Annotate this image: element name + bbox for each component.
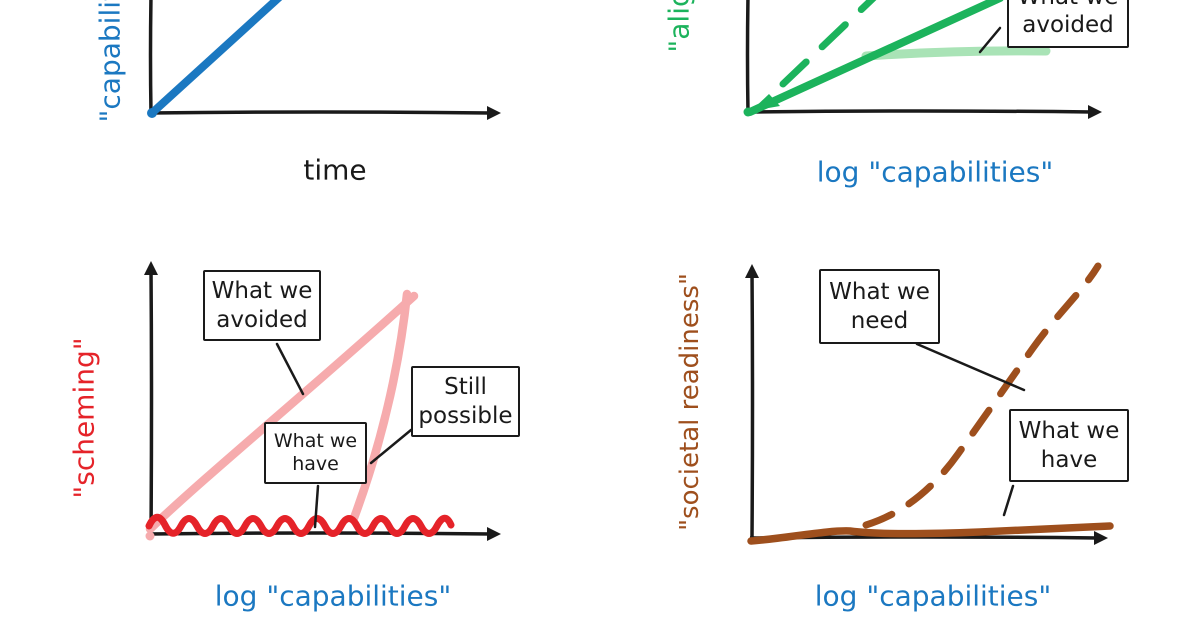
- tr-dashed-alignment-line: [779, 0, 877, 88]
- societal-readiness-plot: [745, 262, 1114, 545]
- tr-y-axis: [745, 0, 750, 114]
- tr-origin-dot: [743, 107, 753, 117]
- bl-y-axis-arrowhead-icon: [144, 261, 158, 275]
- annotation-line: have: [292, 453, 339, 475]
- annotation-line: avoided: [216, 306, 308, 333]
- br-y-axis: [750, 270, 755, 539]
- bl-x-axis: [148, 531, 492, 536]
- annotation-line: have: [1040, 446, 1098, 473]
- annotation-line: What we: [211, 278, 313, 305]
- tl-x-axis: [148, 110, 491, 115]
- bl-annotation-box-what-we-have: What we have: [264, 422, 367, 484]
- tl-y-axis: [148, 0, 153, 115]
- tr-avoided-callout-line: [978, 26, 1002, 54]
- bl-annotation-box-what-we-avoided: What we avoided: [203, 270, 321, 341]
- bl-y-axis-label: "scheming": [67, 337, 101, 499]
- tl-x-axis-arrowhead-icon: [487, 106, 501, 120]
- capabilities-vs-time-plot: [147, 0, 501, 120]
- tr-x-axis-arrowhead-icon: [1088, 105, 1102, 119]
- bl-avoided-callout-line: [275, 342, 305, 396]
- tr-annotation-box-what-we-avoided: What we avoided: [1007, 0, 1129, 48]
- bl-avoided-fall-line: [349, 289, 412, 523]
- tr-solid-alignment-line: [746, 0, 1004, 116]
- tl-origin-dot: [147, 108, 157, 118]
- bl-origin-dot: [145, 531, 155, 541]
- bl-x-axis-label: log "capabilities": [214, 579, 452, 613]
- annotation-line: possible: [418, 402, 513, 429]
- annotation-line: What we: [273, 429, 358, 452]
- annotation-line: What we: [1018, 0, 1119, 11]
- tl-x-axis-label: time: [303, 153, 367, 187]
- br-y-axis-arrowhead-icon: [745, 264, 759, 278]
- br-x-axis-arrowhead-icon: [1094, 531, 1108, 545]
- tr-line-arrowhead-icon: [751, 94, 780, 111]
- annotation-line: need: [850, 307, 909, 334]
- annotation-line: Still: [444, 374, 487, 401]
- bl-have-noise-line: [145, 513, 455, 537]
- bl-still-callout-line: [369, 428, 413, 465]
- bl-y-axis: [149, 267, 154, 536]
- br-have-line: [747, 522, 1114, 545]
- tr-x-axis-label: log "capabilities": [816, 155, 1054, 189]
- tr-y-axis-label: "alignment": [663, 0, 696, 53]
- br-have-callout-line: [1002, 484, 1015, 517]
- annotation-line: What we: [829, 279, 930, 306]
- bl-have-callout-line: [313, 484, 320, 529]
- br-annotation-box-what-we-need: What we need: [819, 269, 940, 344]
- tl-y-axis-label: "capabilities": [93, 0, 127, 123]
- tr-x-axis: [745, 109, 1093, 114]
- alignment-plot: [743, 0, 1102, 119]
- bl-x-axis-arrowhead-icon: [487, 527, 501, 541]
- bl-annotation-box-still-possible: Still possible: [411, 366, 520, 437]
- annotation-line: What we: [1018, 418, 1120, 445]
- br-y-axis-label: "societal readiness": [675, 273, 705, 531]
- br-annotation-box-what-we-have: What we have: [1009, 409, 1129, 482]
- br-need-dashed-curve: [862, 262, 1102, 529]
- tr-avoided-plateau-line: [861, 46, 1051, 61]
- tl-capabilities-line: [148, 0, 283, 117]
- annotation-line: avoided: [1022, 12, 1114, 38]
- br-x-axis-label: log "capabilities": [814, 579, 1052, 613]
- br-need-callout-line: [915, 342, 1026, 392]
